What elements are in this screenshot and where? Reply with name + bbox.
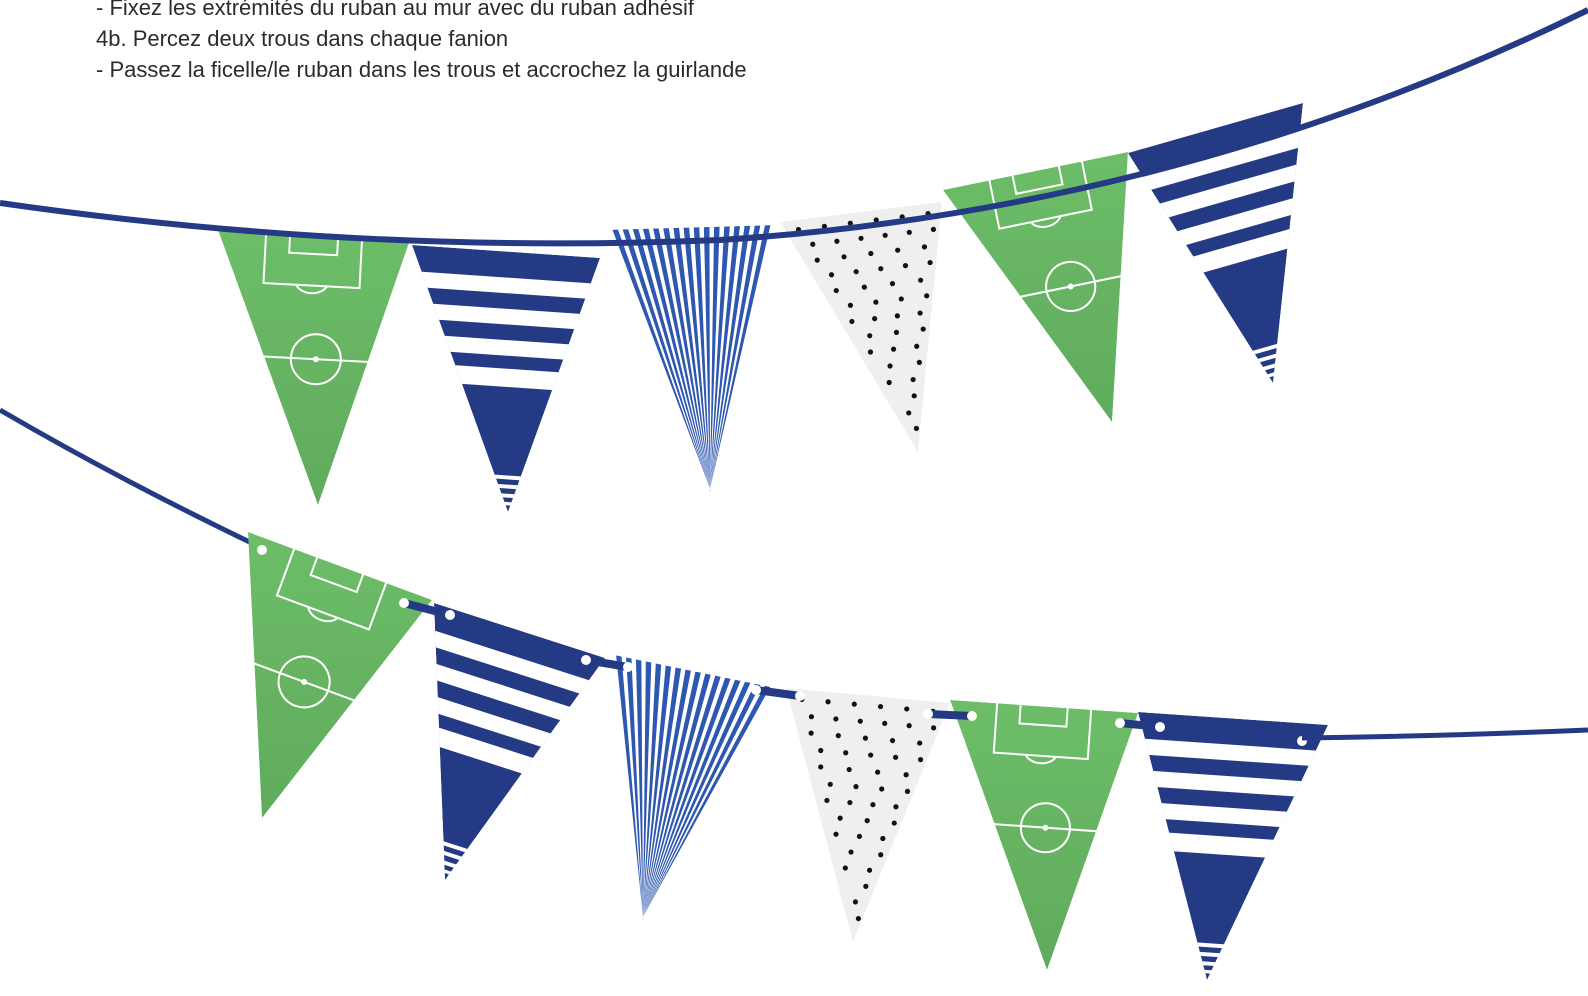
pennant-vertical-blue-stripes — [614, 655, 785, 920]
instruction-line: - Passez la ficelle/le ruban dans les tr… — [96, 57, 747, 82]
ribbon-segment — [582, 656, 632, 671]
ribbon-top — [0, 7, 1588, 247]
punched-hole — [923, 709, 933, 719]
pennant-polka-dots — [780, 202, 942, 452]
ribbon-segment — [1116, 719, 1164, 731]
punched-hole — [445, 610, 455, 620]
ribbon-bottom-left — [0, 407, 264, 551]
ribbon-segment — [400, 599, 454, 619]
pennant-football-pitch — [248, 532, 432, 818]
instruction-line: 4b. Percez deux trous dans chaque fanion — [96, 26, 509, 51]
pennant-navy-white-stripes — [434, 603, 605, 880]
pennant-navy-white-stripes — [1138, 712, 1328, 980]
pennant-football-pitch — [218, 230, 410, 505]
instruction-line: - Fixez les extrémités du ruban au mur a… — [96, 0, 694, 20]
pennant-navy-white-stripes — [412, 245, 600, 512]
punched-hole — [581, 655, 591, 665]
ribbon-bottom-right — [1301, 727, 1588, 741]
punched-hole — [399, 598, 409, 608]
punched-hole — [967, 711, 977, 721]
punched-hole — [795, 691, 805, 701]
instructions-list: - Fixez les extrémités du ruban au mur a… — [96, 0, 747, 85]
punched-hole — [1155, 722, 1165, 732]
punched-hole — [751, 685, 761, 695]
punched-hole — [623, 662, 633, 672]
pennant-football-pitch — [950, 700, 1138, 970]
pennant-vertical-blue-stripes — [605, 225, 780, 492]
punched-hole — [257, 545, 267, 555]
pennant-navy-white-stripes — [1128, 103, 1303, 383]
pennant-polka-dots — [786, 688, 950, 942]
ribbon-segment — [924, 710, 976, 720]
punched-hole — [1115, 718, 1125, 728]
ribbon-segment — [752, 686, 804, 700]
